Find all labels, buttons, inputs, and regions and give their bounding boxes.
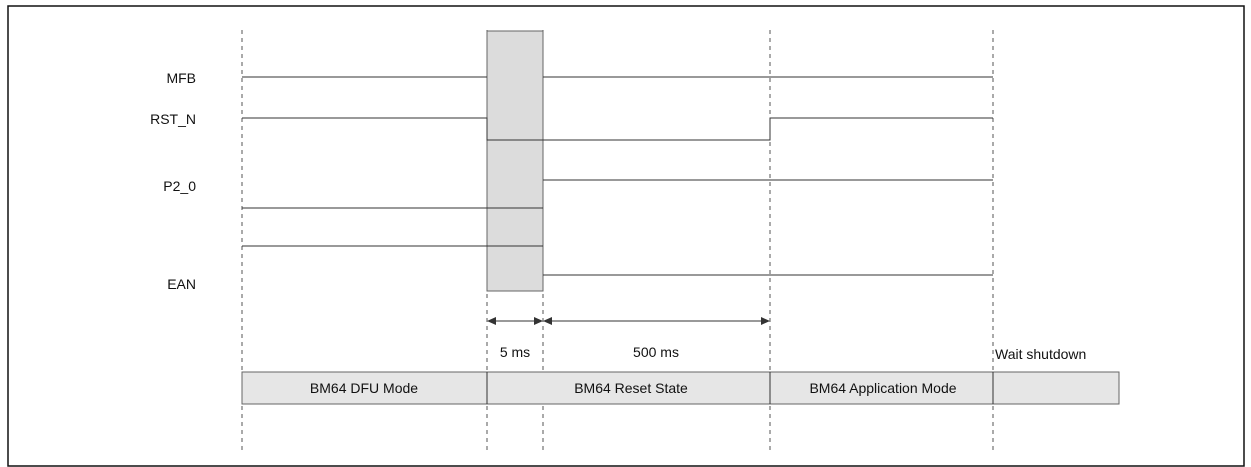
state-label-dfu: BM64 DFU Mode bbox=[310, 380, 418, 396]
signal-label-rst: RST_N bbox=[150, 111, 196, 127]
signal-label-mfb: MFB bbox=[166, 70, 196, 86]
state-band bbox=[241, 371, 1120, 405]
diagram-frame bbox=[7, 5, 1245, 467]
transition-zone bbox=[486, 30, 544, 292]
state-label-reset: BM64 Reset State bbox=[574, 380, 688, 396]
state-label-app: BM64 Application Mode bbox=[809, 380, 956, 396]
signal-label-p20: P2_0 bbox=[163, 178, 196, 194]
rst-waveform bbox=[242, 117, 993, 141]
arrow-500ms bbox=[543, 317, 770, 325]
wait-shutdown-label: Wait shutdown bbox=[995, 346, 1086, 362]
timing-label-500ms: 500 ms bbox=[633, 344, 679, 360]
arrow-5ms bbox=[487, 317, 543, 325]
timing-label-5ms: 5 ms bbox=[500, 344, 530, 360]
signal-label-ean: EAN bbox=[167, 276, 196, 292]
